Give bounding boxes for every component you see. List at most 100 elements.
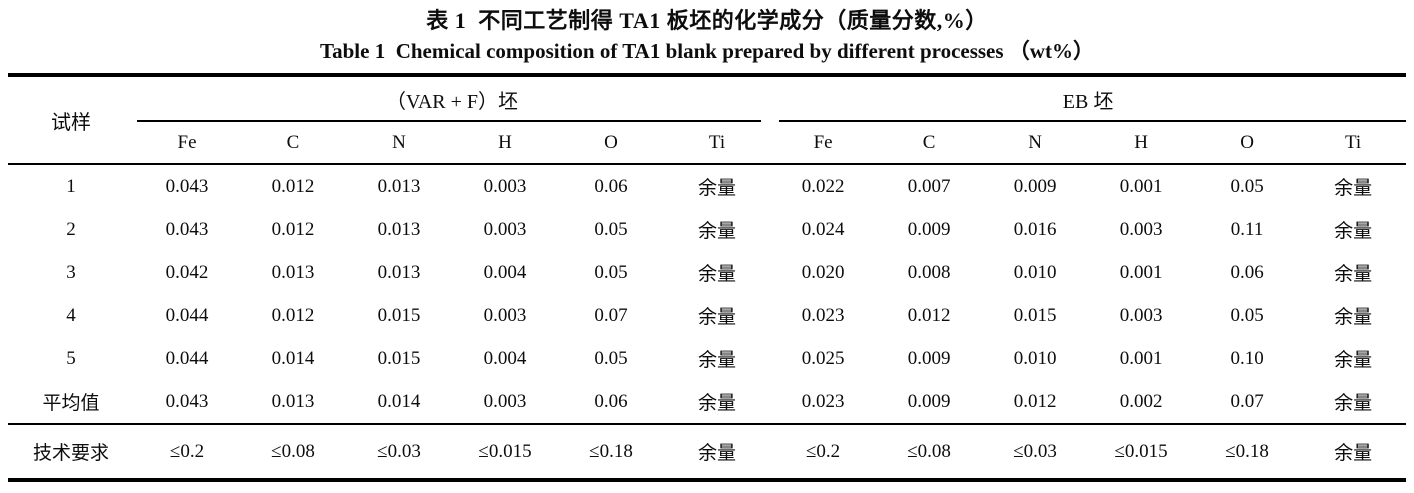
row-label: 3: [66, 261, 76, 283]
row-label: 平均值: [42, 393, 100, 414]
value-cell: 0.015: [1013, 304, 1057, 326]
value-cell: ≤0.2: [770, 423, 877, 480]
value-cell: 0.023: [801, 304, 845, 326]
value-cell: 0.003: [1119, 304, 1163, 326]
table-row: 4 0.044 0.012 0.015 0.003 0.07 余量 0.023 0.012 0.0…: [8, 294, 1406, 337]
column-header-ti: Ti: [664, 122, 771, 165]
value-cell: ≤0.08: [240, 423, 346, 480]
value-cell: 0.012: [271, 304, 315, 326]
value-cell: 余量: [698, 393, 737, 414]
value-cell: 0.014: [377, 390, 421, 412]
column-header-fe: Fe: [134, 122, 240, 165]
value-cell: 0.004: [483, 347, 527, 369]
value-cell: 0.042: [165, 261, 209, 283]
value-cell: 0.05: [1230, 175, 1264, 197]
table-caption: 表 1 不同工艺制得 TA1 板坯的化学成分（质量分数,%） Table 1 C…: [0, 0, 1414, 67]
value-cell: 0.043: [165, 175, 209, 197]
value-cell: 0.025: [801, 347, 845, 369]
value-cell: 0.002: [1119, 390, 1163, 412]
value-cell: 余量: [1300, 423, 1407, 480]
value-cell: 0.05: [594, 261, 628, 283]
table-row: 技术要求 ≤0.2 ≤0.08 ≤0.03 ≤0.015 ≤0.18 余量 ≤0.2 ≤0.08…: [8, 423, 1407, 480]
table-caption-zh: 表 1 不同工艺制得 TA1 板坯的化学成分（质量分数,%）: [426, 8, 988, 33]
value-cell: 0.003: [1119, 218, 1163, 240]
value-cell: 余量: [698, 307, 737, 328]
value-cell: 0.020: [801, 261, 845, 283]
value-cell: 0.013: [377, 261, 421, 283]
value-cell: 0.013: [271, 390, 315, 412]
column-header-n: N: [982, 122, 1089, 165]
value-cell: 余量: [698, 264, 737, 285]
value-cell: 余量: [1334, 350, 1373, 371]
value-cell: 0.010: [1013, 347, 1057, 369]
value-cell: 0.05: [594, 347, 628, 369]
value-cell: 余量: [1334, 264, 1373, 285]
value-cell: 0.015: [377, 304, 421, 326]
value-cell: 余量: [1334, 221, 1373, 242]
column-header-n: N: [346, 122, 452, 165]
composition-table: 试样 （VAR + F）坯 EB 坯 Fe C N H O Ti Fe C N …: [8, 73, 1407, 482]
column-header-fe: Fe: [770, 122, 877, 165]
element-header-row: Fe C N H O Ti Fe C N H O Ti: [8, 122, 1407, 165]
value-cell: 余量: [698, 350, 737, 371]
row-label: 2: [66, 218, 76, 240]
value-cell: 0.010: [1013, 261, 1057, 283]
value-cell: 0.009: [907, 390, 951, 412]
value-cell: 0.05: [1230, 304, 1264, 326]
row-label: 5: [66, 347, 76, 369]
value-cell: 0.023: [801, 390, 845, 412]
value-cell: ≤0.18: [1194, 423, 1301, 480]
value-cell: 0.022: [801, 175, 845, 197]
table-row: 1 0.043 0.012 0.013 0.003 0.06 余量 0.022 0.007 0.0…: [8, 164, 1406, 208]
table-caption-en: Table 1 Chemical composition of TA1 blan…: [320, 39, 1094, 63]
value-cell: 0.014: [271, 347, 315, 369]
value-cell: 0.012: [907, 304, 951, 326]
column-header-o: O: [558, 122, 664, 165]
value-cell: 0.012: [271, 175, 315, 197]
value-cell: 0.043: [165, 218, 209, 240]
value-cell: ≤0.2: [134, 423, 240, 480]
value-cell: 0.009: [907, 347, 951, 369]
row-label: 技术要求: [8, 423, 134, 480]
value-cell: 余量: [1334, 178, 1373, 199]
value-cell: 0.016: [1013, 218, 1057, 240]
column-header-ti: Ti: [1300, 122, 1407, 165]
column-header-c: C: [240, 122, 346, 165]
value-cell: 余量: [1334, 307, 1373, 328]
value-cell: 0.001: [1119, 175, 1163, 197]
table-row: 5 0.044 0.014 0.015 0.004 0.05 余量 0.025 0.009 0.0…: [8, 337, 1406, 380]
value-cell: ≤0.03: [982, 423, 1089, 480]
value-cell: ≤0.18: [558, 423, 664, 480]
value-cell: 0.015: [377, 347, 421, 369]
value-cell: 0.009: [1013, 175, 1057, 197]
value-cell: 余量: [664, 423, 771, 480]
value-cell: 余量: [698, 178, 737, 199]
value-cell: 0.001: [1119, 261, 1163, 283]
value-cell: 0.05: [594, 218, 628, 240]
value-cell: 0.012: [271, 218, 315, 240]
value-cell: 0.001: [1119, 347, 1163, 369]
value-cell: 0.10: [1230, 347, 1264, 369]
value-cell: ≤0.015: [1088, 423, 1195, 480]
column-header-c: C: [876, 122, 983, 165]
value-cell: 0.07: [594, 304, 628, 326]
value-cell: 0.06: [594, 175, 628, 197]
value-cell: 0.07: [1230, 390, 1264, 412]
value-cell: 0.11: [1230, 218, 1264, 240]
value-cell: 余量: [1334, 393, 1373, 414]
value-cell: 0.003: [483, 390, 527, 412]
value-cell: 0.044: [165, 347, 209, 369]
value-cell: 0.013: [377, 218, 421, 240]
table-row: 2 0.043 0.012 0.013 0.003 0.05 余量 0.024 0.009 0.0…: [8, 208, 1406, 251]
value-cell: 0.003: [483, 175, 527, 197]
table-row: 平均值 0.043 0.013 0.014 0.003 0.06 余量 0.023 0.009 0…: [8, 380, 1406, 424]
table-body: 1 0.043 0.012 0.013 0.003 0.06 余量 0.022 0.007 0.0…: [8, 164, 1406, 424]
table-row: 3 0.042 0.013 0.013 0.004 0.05 余量 0.020 0.008 0.0…: [8, 251, 1406, 294]
group-header-var-f: （VAR + F）坯: [134, 75, 770, 122]
value-cell: 0.012: [1013, 390, 1057, 412]
row-label: 4: [66, 304, 76, 326]
value-cell: 0.003: [483, 218, 527, 240]
sample-column-header: 试样: [8, 75, 134, 165]
value-cell: 0.024: [801, 218, 845, 240]
